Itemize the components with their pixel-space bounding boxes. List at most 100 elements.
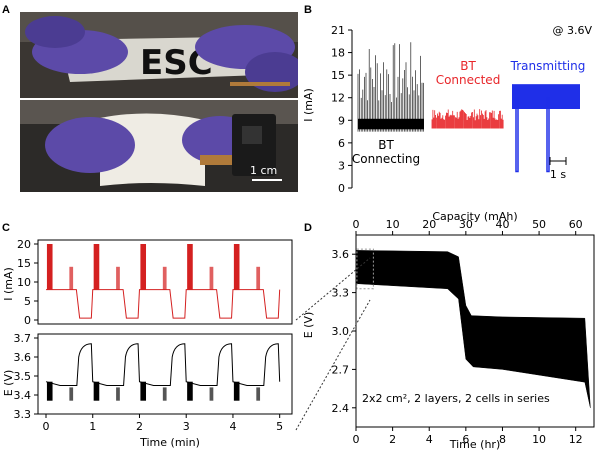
chart-b-title: @ 3.6V (552, 24, 592, 37)
chart-d: Capacity (mAh) E (V) Time (hr) 0 2 4 6 8 10 12… (302, 210, 595, 451)
chart-c-bottom-xtick-label: 5 (276, 420, 283, 433)
chart-b-ytick-label: 21 (331, 24, 345, 37)
chart-c-bottom-xtick-label: 3 (183, 420, 190, 433)
chart-d-plot: 0 2 4 6 8 10 12 0 10 20 30 40 50 60 2.4 2.7 3.0 3.3 3.6 (332, 218, 595, 446)
chart-b-scale-bar-label: 1 s (550, 168, 566, 181)
photo-top: ESC (20, 12, 298, 98)
chart-c-top-pulse-minor (209, 266, 214, 290)
chart-c-top-pulse (140, 244, 147, 290)
chart-b-ylabel: I (mA) (302, 88, 315, 122)
chart-b-label-connecting-2: Connecting (352, 152, 420, 166)
chart-c-bottom-xtick-label: 0 (43, 420, 50, 433)
chart-c-top-ytick-label: 10 (17, 276, 31, 289)
panel-label-a: A (2, 4, 10, 16)
chart-d-x2tick-label: 40 (495, 218, 509, 231)
chart-d-x2tick-label: 10 (386, 218, 400, 231)
chart-b-label-transmitting: Transmitting (510, 59, 586, 73)
chart-c-bottom-pulse (46, 381, 53, 401)
chart-c-bottom-pulse-minor (69, 387, 74, 401)
chart-d-ytick-label: 3.3 (332, 287, 350, 300)
chart-c-bottom-frame (37, 333, 293, 415)
chart-c-top-pulse-minor (256, 266, 261, 290)
chart-c-bottom-pulse (140, 381, 147, 401)
chart-d-voltage-band (355, 250, 591, 408)
chart-d-ytick-label: 3.0 (332, 325, 350, 338)
chart-c-top-ytick-label: 15 (17, 257, 31, 270)
photo-bottom-drawing: 1 cm (20, 100, 298, 192)
chart-d-xtick-label: 12 (569, 433, 583, 446)
chart-c-bottom-ytick-label: 3.7 (14, 332, 32, 345)
gloved-hand-left-b (45, 117, 135, 173)
chart-b-ytick-label: 9 (338, 114, 345, 127)
chart-c-top-pulse (93, 244, 100, 290)
panel-label-c: C (2, 222, 10, 234)
photo-bottom: 1 cm (20, 100, 298, 192)
chart-d-ylabel: E (V) (302, 312, 315, 339)
chart-c-bottom-pulse-minor (256, 387, 261, 401)
chart-c-bottom-ytick-label: 3.3 (14, 408, 32, 421)
chart-c-top-ytick-label: 5 (24, 295, 31, 308)
chart-b-ytick-label: 12 (331, 92, 345, 105)
chart-d-x2tick-label: 0 (353, 218, 360, 231)
chart-d-x2tick-label: 30 (459, 218, 473, 231)
chart-c-bottom-pulse-minor (162, 387, 167, 401)
chart-c-bottom-pulse (93, 381, 100, 401)
chart-d-x2tick-label: 20 (422, 218, 436, 231)
chart-c-top-pulse-minor (69, 266, 74, 290)
panel-label-b: B (304, 4, 312, 16)
chart-c-bottom-line (45, 343, 281, 386)
chart-b-trace-connected (431, 109, 504, 129)
chart-c-top-pulse-minor (116, 266, 120, 290)
chart-c-xlabel: Time (min) (139, 436, 200, 449)
chart-d-xtick-label: 10 (532, 433, 546, 446)
chart-c-bottom-pulse-minor (116, 387, 120, 401)
chart-d-xtick-label: 6 (462, 433, 469, 446)
chart-b-label-connecting-1: BT (378, 138, 394, 152)
chart-c-bottom-xtick-label: 1 (89, 420, 96, 433)
chart-d-x2label: Capacity (mAh) (432, 210, 517, 223)
chart-c-top-plot: 0 5 10 15 20 (17, 238, 293, 327)
chart-c-top-pulse (46, 244, 53, 290)
chart-b-ytick-label: 0 (338, 182, 345, 195)
chart-c-bottom-plot: 3.3 3.4 3.5 3.6 3.7 0 1 2 3 4 5 (14, 332, 293, 433)
chart-b: I (mA) @ 3.6V 0 3 6 9 12 15 18 21 BT Connecting… (302, 24, 592, 195)
chart-b-traces (357, 42, 580, 173)
chart-c-top-ytick-label: 20 (17, 238, 31, 251)
chart-c-bottom-ytick-label: 3.6 (14, 351, 32, 364)
chart-b-y-axis: 0 3 6 9 12 15 18 21 (331, 24, 353, 195)
chart-b-trace-transmitting (512, 84, 580, 109)
chart-d-annotation: 2x2 cm², 2 layers, 2 cells in series (362, 392, 550, 405)
chart-c-bottom-xtick-label: 2 (136, 420, 143, 433)
chart-d-xtick-label: 8 (499, 433, 506, 446)
chart-b-ytick-label: 6 (338, 137, 345, 150)
chart-d-x2tick-label: 50 (532, 218, 546, 231)
chart-b-label-connected-1: BT (460, 59, 476, 73)
chart-b-ytick-label: 18 (331, 47, 345, 60)
chart-b-trace-connecting (357, 42, 424, 132)
chart-b-trace-connecting-base (358, 118, 424, 130)
chart-b-trace-transmitting-dip (515, 97, 519, 173)
chart-d-xtick-label: 4 (426, 433, 433, 446)
chart-c-top-pulse-minor (162, 266, 167, 290)
chart-b-label-connected-2: Connected (436, 73, 501, 87)
chart-d-x2tick-label: 60 (569, 218, 583, 231)
chart-c-bottom-xtick-label: 4 (229, 420, 236, 433)
photo-top-drawing: ESC (20, 12, 298, 98)
chart-d-ytick-label: 2.7 (332, 363, 350, 376)
panel-label-d: D (304, 222, 312, 234)
chart-c-bottom-ylabel: E (V) (2, 370, 15, 397)
chart-d-ytick-label: 3.6 (332, 248, 350, 261)
chart-c-top-pulse (187, 244, 193, 290)
scale-bar-a-label: 1 cm (250, 164, 277, 177)
chart-d-xtick-label: 0 (353, 433, 360, 446)
chart-c-bottom-ytick-label: 3.4 (14, 389, 32, 402)
chart-c-bottom-pulse (233, 381, 240, 401)
chart-b-ytick-label: 3 (338, 159, 345, 172)
chart-c-top-ylabel: I (mA) (2, 267, 15, 301)
chart-c-top-line (46, 289, 281, 319)
chart-b-trace-transmitting-dip (546, 97, 550, 173)
chart-d-xlabel: Time (hr) (449, 438, 501, 451)
chart-c-top-ytick-label: 0 (24, 314, 31, 327)
chart-d-xtick-label: 2 (389, 433, 396, 446)
